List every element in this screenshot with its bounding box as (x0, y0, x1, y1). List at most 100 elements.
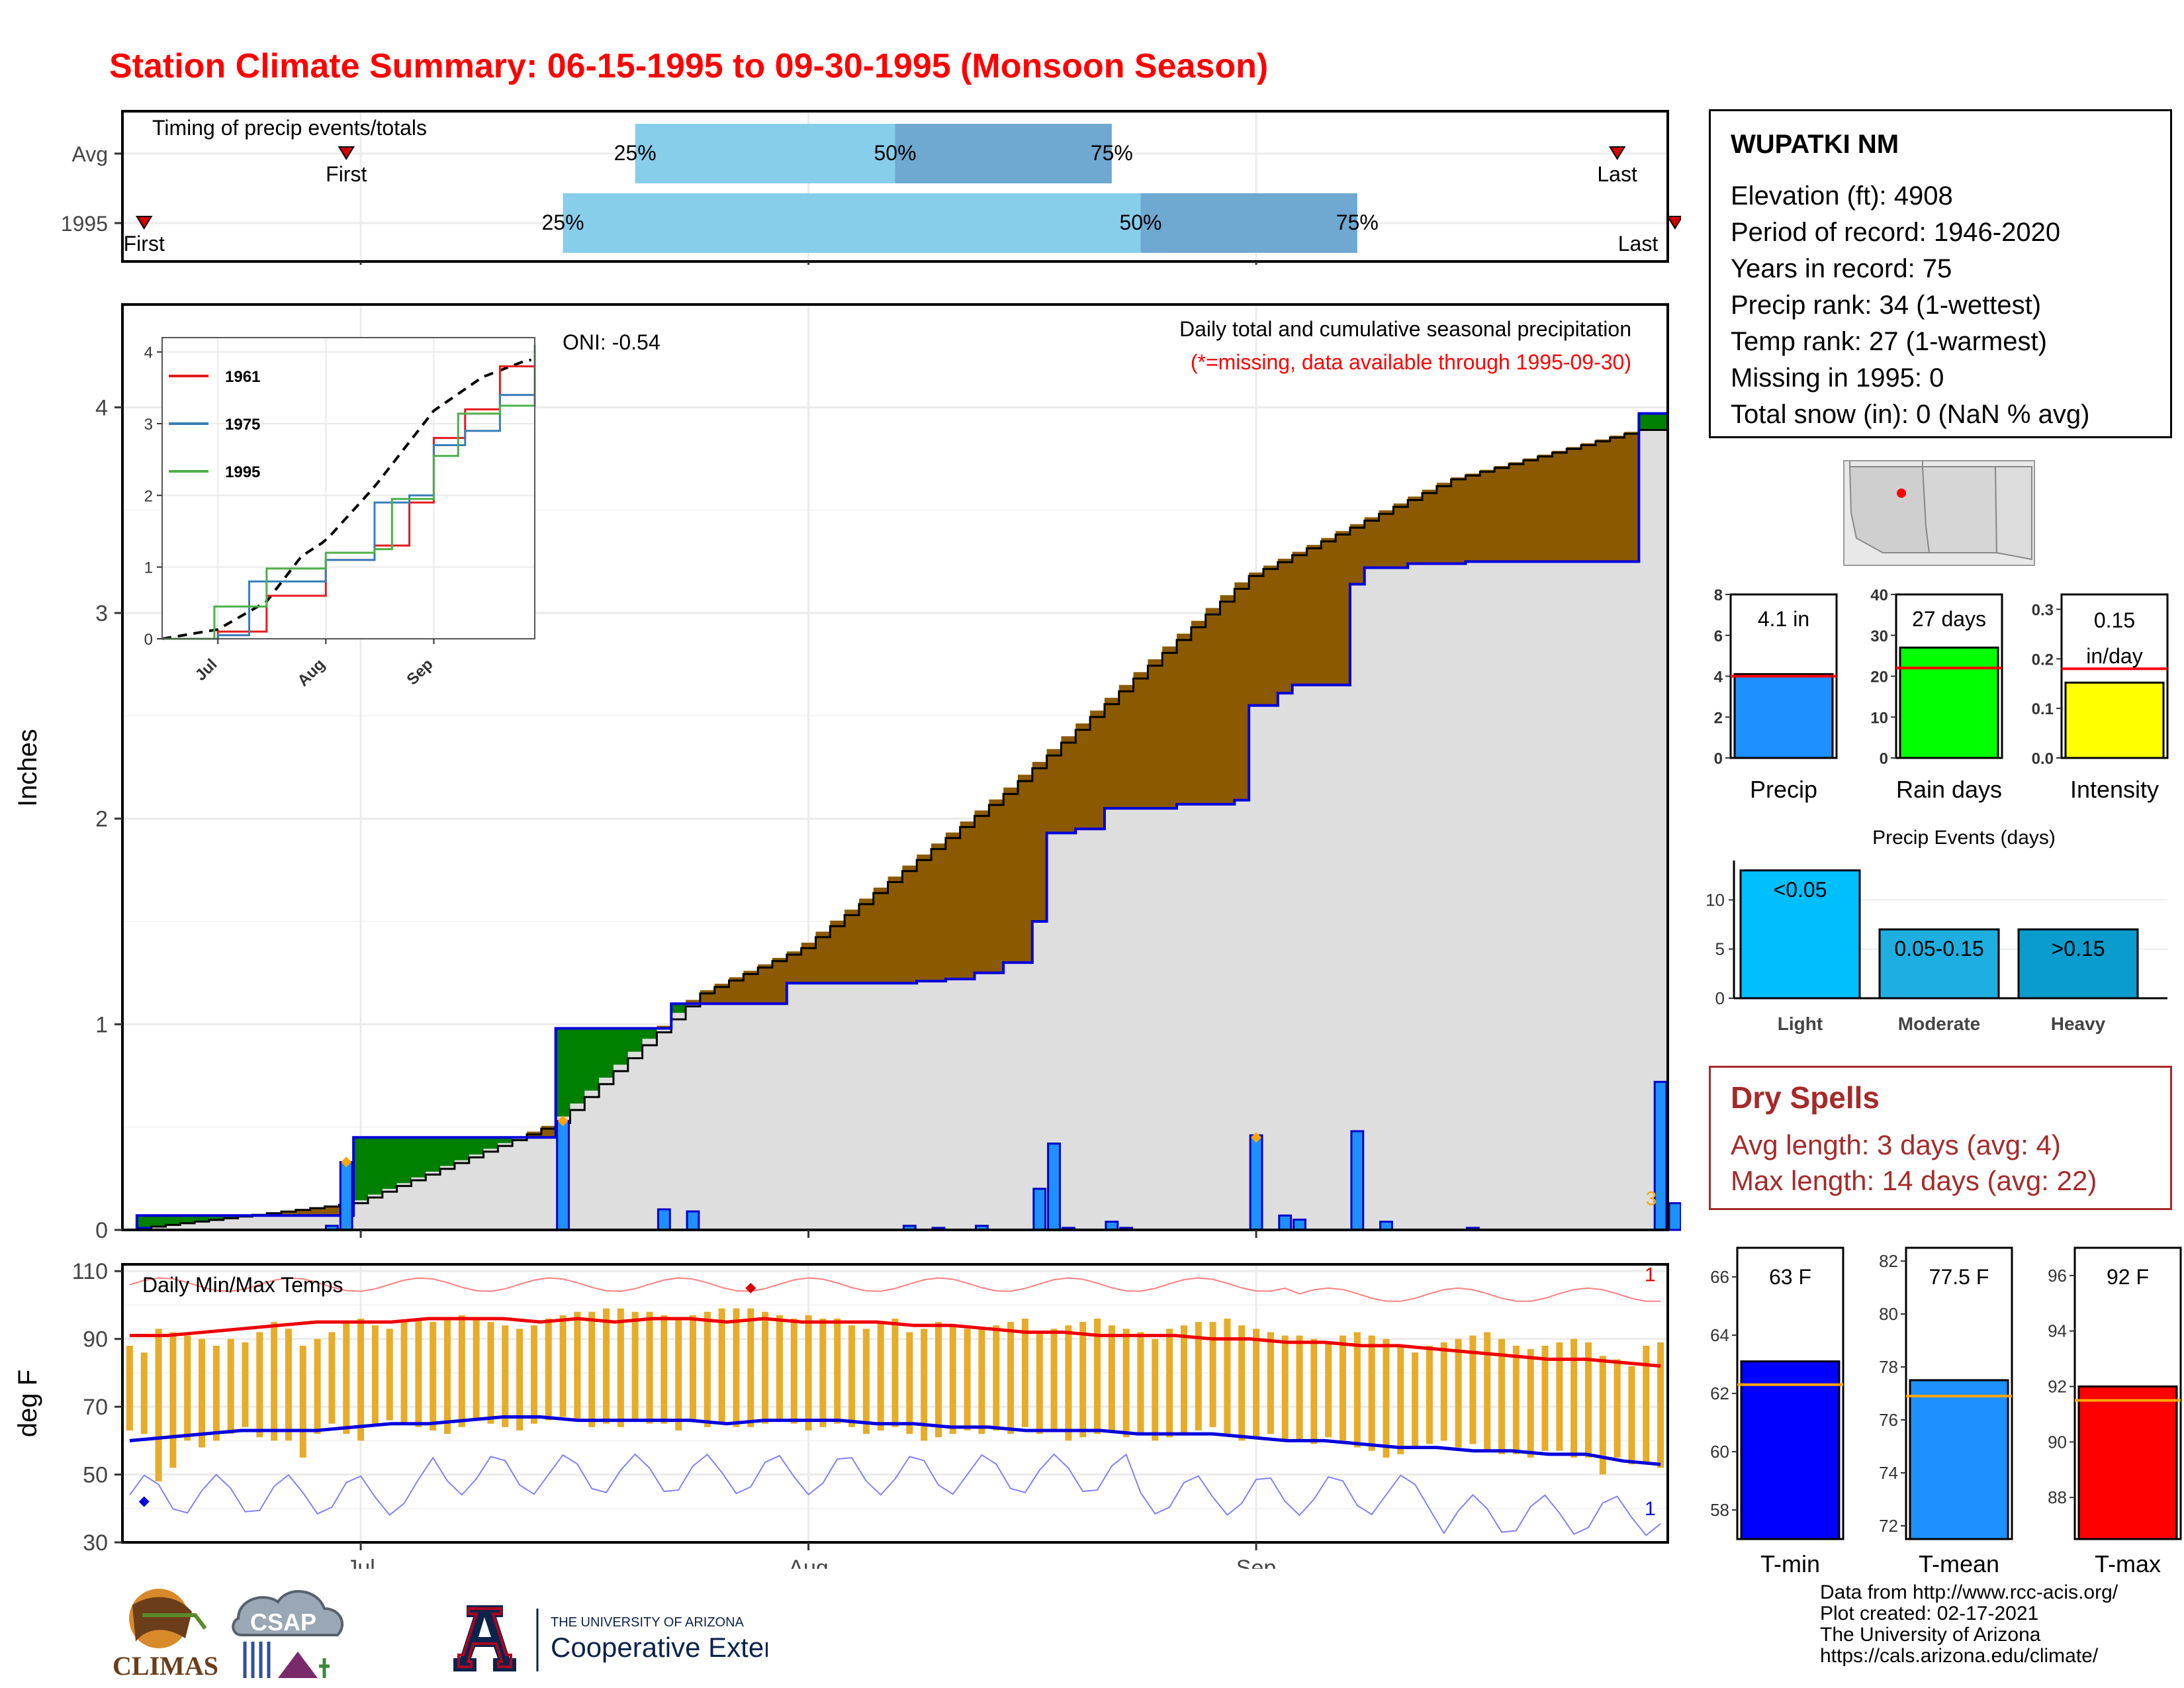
timing-p50-label: 50% (874, 141, 916, 165)
temp-ytick-label: 50 (83, 1463, 108, 1488)
daily-temp-bar (819, 1318, 827, 1427)
daily-temp-bar (1122, 1329, 1130, 1438)
precip-base-area (858, 983, 874, 1230)
daily-temp-bar (631, 1311, 639, 1421)
precip-ytick-label: 1 (95, 1012, 108, 1037)
daily-temp-bar (1325, 1342, 1332, 1438)
precip-anomaly-area (570, 1028, 585, 1104)
precip-base-area (960, 978, 976, 1230)
daily-temp-bar (1281, 1335, 1289, 1441)
precip-anomaly-area (1263, 565, 1279, 706)
avg-cumulative-line (122, 429, 1668, 1231)
precip-base-area (1104, 808, 1120, 1230)
precip-base-area (165, 1224, 181, 1230)
precip-base-area (295, 1215, 311, 1230)
precip-anomaly-area (440, 1137, 455, 1166)
daily-temp-bar (1108, 1325, 1115, 1430)
ua-logo-line1: THE UNIVERSITY OF ARIZONA (551, 1615, 745, 1630)
precip-anomaly-area (584, 1028, 600, 1091)
timing-last-marker (1608, 146, 1626, 160)
precip-anomaly-area (1494, 465, 1510, 562)
precip-base-area (801, 983, 817, 1230)
timing-q2-bar (895, 124, 1112, 183)
summary-ytick-label: 0.0 (2032, 750, 2054, 768)
record-min-marker (138, 1496, 150, 1507)
precip-corner-label: 3 (1646, 1188, 1657, 1210)
station-period: Period of record: 1946-2020 (1731, 218, 2061, 247)
precip-ylabel: Inches (13, 729, 42, 807)
map-texas (1994, 466, 2032, 561)
station-location-dot (1897, 489, 1906, 498)
temp-summary-ytick-label: 66 (1710, 1267, 1729, 1287)
precip-event-bar (1739, 869, 1861, 1000)
daily-temp-bar (1368, 1335, 1375, 1451)
daily-temp-bar (704, 1311, 711, 1427)
daily-temp-bar (646, 1311, 653, 1424)
timing-q1-bar (635, 124, 895, 183)
precip-base-area (426, 1172, 441, 1230)
timing-p75-label: 75% (1336, 211, 1379, 234)
precip-base-area (873, 983, 889, 1230)
summary-ytick-label: 40 (1870, 586, 1888, 604)
daily-precip-bar (1278, 1214, 1293, 1231)
daily-temp-bar (1512, 1345, 1520, 1454)
summary-ytick-label: 30 (1870, 628, 1888, 645)
daily-temp-bar (126, 1345, 133, 1430)
daily-temp-bar (733, 1308, 740, 1427)
daily-precip-bar (1350, 1130, 1365, 1231)
events-ytick-label: 10 (1706, 890, 1725, 910)
daily-precip-bar (1668, 1202, 1681, 1231)
precip-anomaly-area (974, 810, 989, 973)
precip-base-area (1567, 561, 1582, 1230)
daily-temp-bar (1412, 1352, 1419, 1448)
daily-temp-bar (747, 1308, 754, 1427)
precip-base-area (238, 1215, 253, 1230)
inset-ytick-label: 3 (144, 416, 153, 434)
map-arizona (1848, 466, 1931, 553)
inset-avg-line (161, 358, 532, 640)
precip-anomaly-area (1581, 443, 1596, 562)
precip-event-category: Heavy (2051, 1013, 2106, 1034)
precip-base-area (627, 1051, 643, 1230)
temp-summary-value: 92 F (2107, 1265, 2149, 1289)
temp-summary-bar (1740, 1360, 1841, 1540)
daily-temp-bar (1296, 1335, 1303, 1441)
precip-events-chart: Precip Events (days) <0.05 Light 0.05-0.15 M… (1706, 827, 2167, 1034)
precip-anomaly-area (180, 1215, 195, 1223)
map-new-mexico (1921, 466, 1998, 553)
precip-anomaly-area (1032, 761, 1048, 921)
precip-anomaly-area (627, 1028, 643, 1052)
daily-temp-bar (314, 1338, 321, 1434)
daily-temp-bar (1253, 1329, 1260, 1438)
precip-base-area (1393, 567, 1408, 1230)
precip-anomaly-area (1104, 698, 1120, 809)
precip-anomaly-area (1336, 531, 1351, 685)
avg-min-line (129, 1415, 1661, 1466)
daily-temp-bar (1556, 1342, 1563, 1451)
daily-temp-bar (343, 1322, 350, 1434)
station-years: Years in record: 75 (1731, 254, 1952, 283)
precip-anomaly-area (743, 970, 758, 1004)
daily-temp-bar (227, 1338, 234, 1434)
precip-base-area (1436, 563, 1452, 1230)
temp-summary-ytick-label: 72 (1879, 1516, 1898, 1536)
precip-base-area (700, 1004, 715, 1230)
daily-temp-bar (1397, 1345, 1404, 1454)
precip-anomaly-area (411, 1137, 426, 1178)
daily-temp-bar (978, 1329, 985, 1434)
precip-base-area (844, 983, 860, 1230)
precip-base-area (786, 983, 802, 1230)
precip-anomaly-area (483, 1137, 498, 1149)
summary-axis-label: Rain days (1896, 776, 2002, 803)
precip-anomaly-area (136, 1215, 152, 1228)
summary-ytick-label: 10 (1870, 709, 1888, 727)
daily-temp-bar (718, 1308, 725, 1424)
temp-summary-value: 77.5 F (1929, 1265, 1989, 1289)
summary-axis-label: Intensity (2070, 776, 2159, 803)
daily-temp-bar (921, 1329, 928, 1441)
precip-title: Daily total and cumulative seasonal prec… (1179, 317, 1631, 341)
daily-temp-bar (328, 1332, 336, 1424)
precip-anomaly-area (873, 887, 889, 984)
precip-anomaly-area (1436, 483, 1452, 564)
precip-base-area (1061, 833, 1076, 1230)
